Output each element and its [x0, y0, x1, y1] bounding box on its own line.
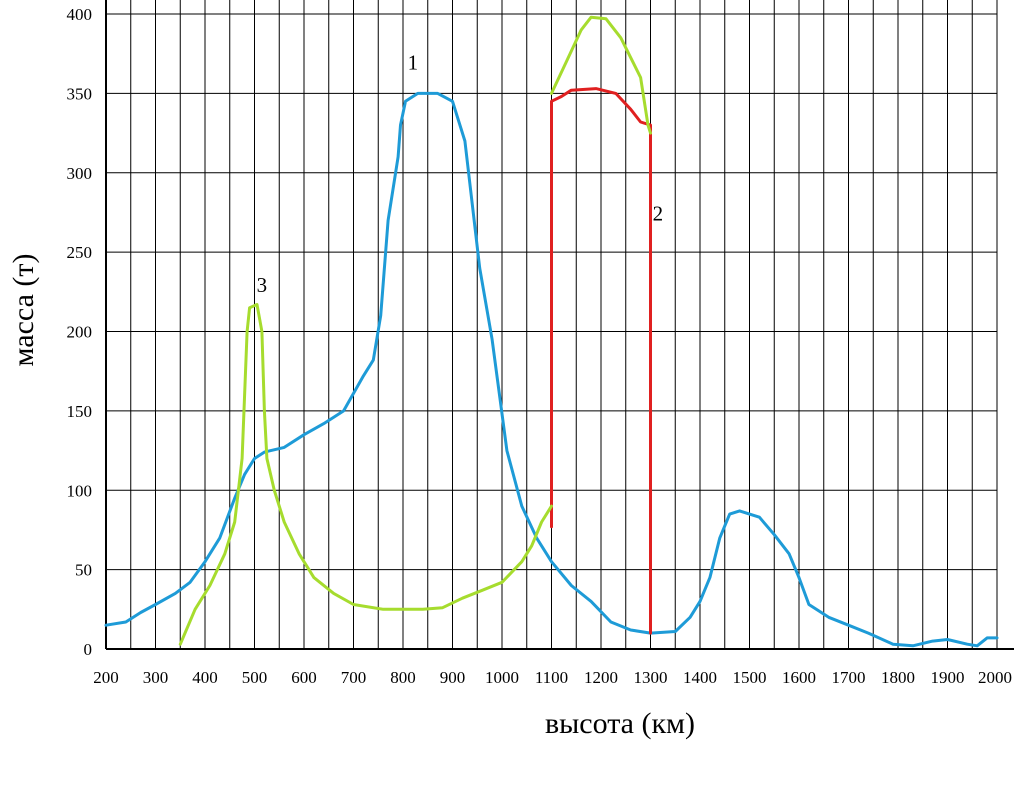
y-tick-label: 50 [75, 561, 92, 580]
x-tick-label: 700 [341, 668, 367, 687]
x-tick-label: 900 [440, 668, 466, 687]
y-tick-label: 350 [67, 84, 93, 103]
axes [105, 0, 1014, 650]
x-tick-label: 1500 [733, 668, 767, 687]
x-tick-label: 800 [390, 668, 416, 687]
x-tick-label: 200 [93, 668, 119, 687]
y-tick-label: 300 [67, 164, 93, 183]
x-axis-title: высота (км) [545, 707, 695, 740]
y-axis-title: масса (т) [7, 254, 40, 367]
series-lines [104, 15, 999, 648]
x-tick-label: 500 [242, 668, 268, 687]
y-tick-label: 400 [67, 5, 93, 24]
tick-labels: 200 300 400 500 600 700 800 900 1000 1100 1200 1300… [67, 5, 1013, 687]
x-tick-label: 1600 [782, 668, 816, 687]
x-tick-label: 1800 [881, 668, 915, 687]
curve-label-2: 2 [653, 201, 664, 225]
series-line-3-2 [178, 303, 553, 646]
series-line-1-0 [104, 91, 999, 648]
y-tick-label: 0 [84, 640, 93, 659]
series-labels: 1 2 3 [257, 51, 664, 297]
y-tick-label: 250 [67, 243, 93, 262]
x-tick-label: 1200 [584, 668, 618, 687]
x-tick-label: 1300 [634, 668, 668, 687]
grid [105, 0, 998, 650]
x-tick-label: 1100 [535, 668, 568, 687]
x-tick-label: 1000 [485, 668, 519, 687]
series-line-2-1 [550, 87, 652, 635]
y-tick-label: 200 [67, 323, 93, 342]
x-tick-label: 1900 [931, 668, 965, 687]
curve-label-3: 3 [257, 273, 268, 297]
x-tick-label: 1400 [683, 668, 717, 687]
x-tick-label: 1700 [832, 668, 866, 687]
x-tick-label: 300 [143, 668, 169, 687]
y-tick-label: 100 [67, 481, 93, 500]
y-tick-label: 150 [67, 402, 93, 421]
x-tick-label: 400 [192, 668, 218, 687]
curve-label-1: 1 [408, 51, 419, 75]
series-line-3-3 [550, 15, 652, 135]
x-tick-label: 2000 [978, 668, 1012, 687]
x-tick-label: 600 [291, 668, 317, 687]
